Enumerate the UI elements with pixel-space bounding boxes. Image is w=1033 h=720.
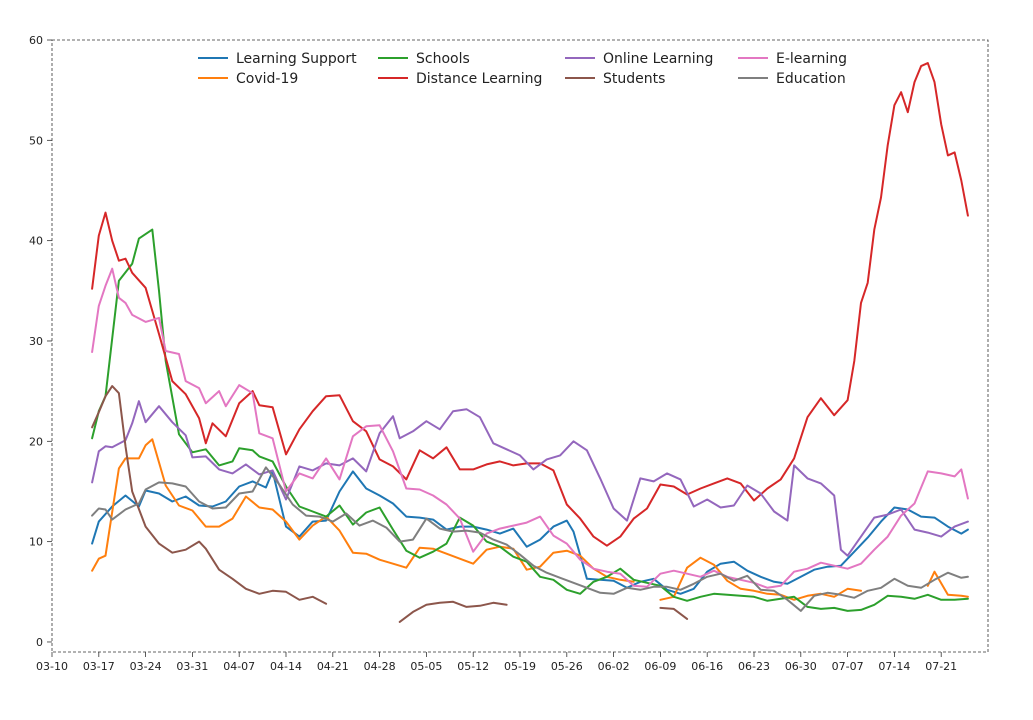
- x-tick-label: 03-17: [83, 660, 115, 673]
- legend: Learning Support Covid-19 Schools Distance …: [198, 51, 847, 87]
- x-tick-label: 03-24: [130, 660, 162, 673]
- legend-label-schools: Schools: [416, 51, 470, 67]
- y-tick-label: 10: [29, 536, 43, 549]
- y-tick-label: 60: [29, 34, 43, 47]
- x-tick-label: 04-14: [270, 660, 302, 673]
- series-line-education: [91, 466, 969, 612]
- x-tick-label: 05-19: [504, 660, 536, 673]
- series-line-e-learning: [91, 267, 969, 589]
- x-tick-label: 05-26: [551, 660, 583, 673]
- series-line-learning-support: [91, 470, 969, 595]
- x-tick-label: 05-05: [410, 660, 442, 673]
- series-line-students: [91, 385, 689, 623]
- x-axis: 03-10 03-17 03-24 03-31 04-07 04-14 04-21 04-28…: [36, 652, 957, 673]
- x-tick-label: 06-02: [598, 660, 630, 673]
- x-tick-label: 04-21: [317, 660, 349, 673]
- x-tick-label: 05-12: [457, 660, 489, 673]
- x-tick-label: 07-21: [925, 660, 957, 673]
- y-tick-label: 30: [29, 335, 43, 348]
- y-axis: 0 10 20 30 40 50 60: [29, 34, 52, 649]
- y-tick-label: 0: [36, 636, 43, 649]
- legend-label-e-learning: E-learning: [776, 51, 847, 67]
- legend-label-education: Education: [776, 71, 846, 87]
- legend-label-distance-learning: Distance Learning: [416, 71, 542, 87]
- x-tick-label: 04-07: [223, 660, 255, 673]
- x-tick-label: 07-14: [878, 660, 910, 673]
- y-tick-label: 40: [29, 235, 43, 248]
- x-tick-label: 03-10: [36, 660, 68, 673]
- series-group: [91, 62, 969, 623]
- x-tick-label: 06-09: [644, 660, 676, 673]
- legend-label-learning-support: Learning Support: [236, 51, 357, 67]
- legend-label-covid-19: Covid-19: [236, 71, 298, 87]
- series-line-online-learning: [91, 400, 969, 557]
- x-tick-label: 03-31: [176, 660, 208, 673]
- legend-label-students: Students: [603, 71, 665, 87]
- series-line-distance-learning: [91, 62, 969, 547]
- y-tick-label: 50: [29, 134, 43, 147]
- x-tick-label: 06-30: [785, 660, 817, 673]
- x-tick-label: 06-16: [691, 660, 723, 673]
- series-line-schools: [91, 228, 969, 612]
- x-tick-label: 06-23: [738, 660, 770, 673]
- y-tick-label: 20: [29, 435, 43, 448]
- x-tick-label: 07-07: [832, 660, 864, 673]
- x-tick-label: 04-28: [364, 660, 396, 673]
- legend-label-online-learning: Online Learning: [603, 51, 713, 67]
